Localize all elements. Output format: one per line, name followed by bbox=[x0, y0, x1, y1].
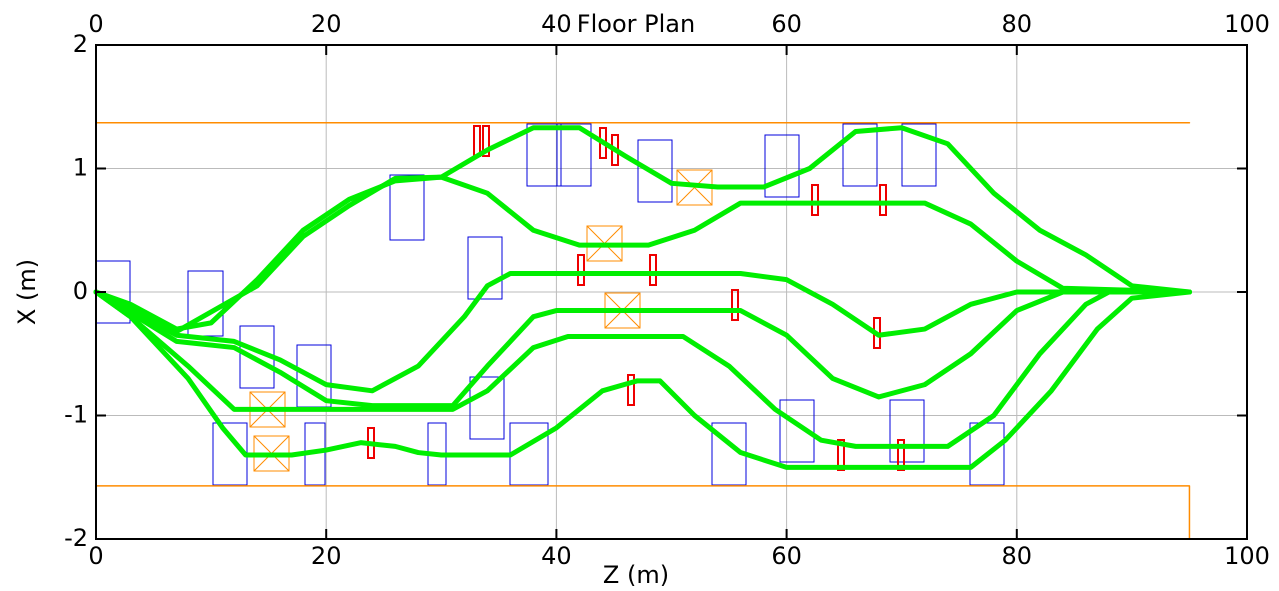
y-tick-label: 1 bbox=[73, 154, 88, 182]
quadrupole bbox=[897, 439, 905, 471]
quadrupole bbox=[649, 254, 657, 286]
x-tick-label: 100 bbox=[1224, 542, 1270, 570]
quadrupole bbox=[473, 125, 481, 157]
x-tick-label: 60 bbox=[771, 542, 802, 570]
x-tick-label-top: 0 bbox=[88, 10, 103, 38]
bend-magnet bbox=[526, 123, 562, 187]
quadrupole bbox=[837, 439, 845, 471]
x-tick-label: 0 bbox=[88, 542, 103, 570]
x-tick-label: 20 bbox=[311, 542, 342, 570]
beam-path bbox=[93, 174, 1192, 335]
beam-path bbox=[93, 289, 1192, 449]
y-tick-label: 0 bbox=[73, 277, 88, 305]
quadrupole bbox=[879, 184, 887, 216]
quadrupole bbox=[577, 254, 585, 286]
beam-path bbox=[93, 125, 1192, 332]
bend-magnet bbox=[901, 123, 937, 187]
x-tick-label: 40 bbox=[541, 542, 572, 570]
beam-path bbox=[93, 270, 1192, 394]
quadrupole bbox=[811, 184, 819, 216]
y-axis-label: X (m) bbox=[13, 259, 41, 325]
quadrupole bbox=[731, 289, 739, 321]
bend-magnet bbox=[389, 174, 425, 241]
chart-title: Floor Plan bbox=[577, 10, 695, 38]
boundary-line bbox=[95, 485, 1191, 540]
x-tick-label-top: 40 bbox=[541, 10, 572, 38]
bend-magnet bbox=[467, 236, 503, 300]
beam-path bbox=[93, 289, 1192, 470]
beam-path bbox=[93, 289, 1192, 409]
bend-magnet bbox=[779, 399, 815, 463]
quadrupole bbox=[482, 125, 490, 157]
bend-magnet bbox=[637, 139, 673, 203]
x-tick-label: 80 bbox=[1002, 542, 1033, 570]
y-tick-label: -1 bbox=[64, 401, 88, 429]
y-tick-label: -2 bbox=[64, 524, 88, 552]
x-tick-label-top: 80 bbox=[1002, 10, 1033, 38]
bend-magnet bbox=[764, 134, 800, 198]
quadrupole bbox=[627, 374, 635, 406]
x-tick-label-top: 100 bbox=[1224, 10, 1270, 38]
x-tick-label-top: 60 bbox=[771, 10, 802, 38]
x-tick-label-top: 20 bbox=[311, 10, 342, 38]
quadrupoles bbox=[367, 125, 905, 471]
bend-magnet bbox=[889, 399, 925, 463]
x-axis-label: Z (m) bbox=[603, 561, 669, 589]
bend-magnet bbox=[469, 376, 505, 440]
y-tick-label: 2 bbox=[73, 30, 88, 58]
plot-lines bbox=[93, 122, 1192, 540]
bend-magnet bbox=[556, 123, 592, 187]
rf-cavities bbox=[249, 169, 713, 472]
bend-magnet bbox=[842, 123, 878, 187]
